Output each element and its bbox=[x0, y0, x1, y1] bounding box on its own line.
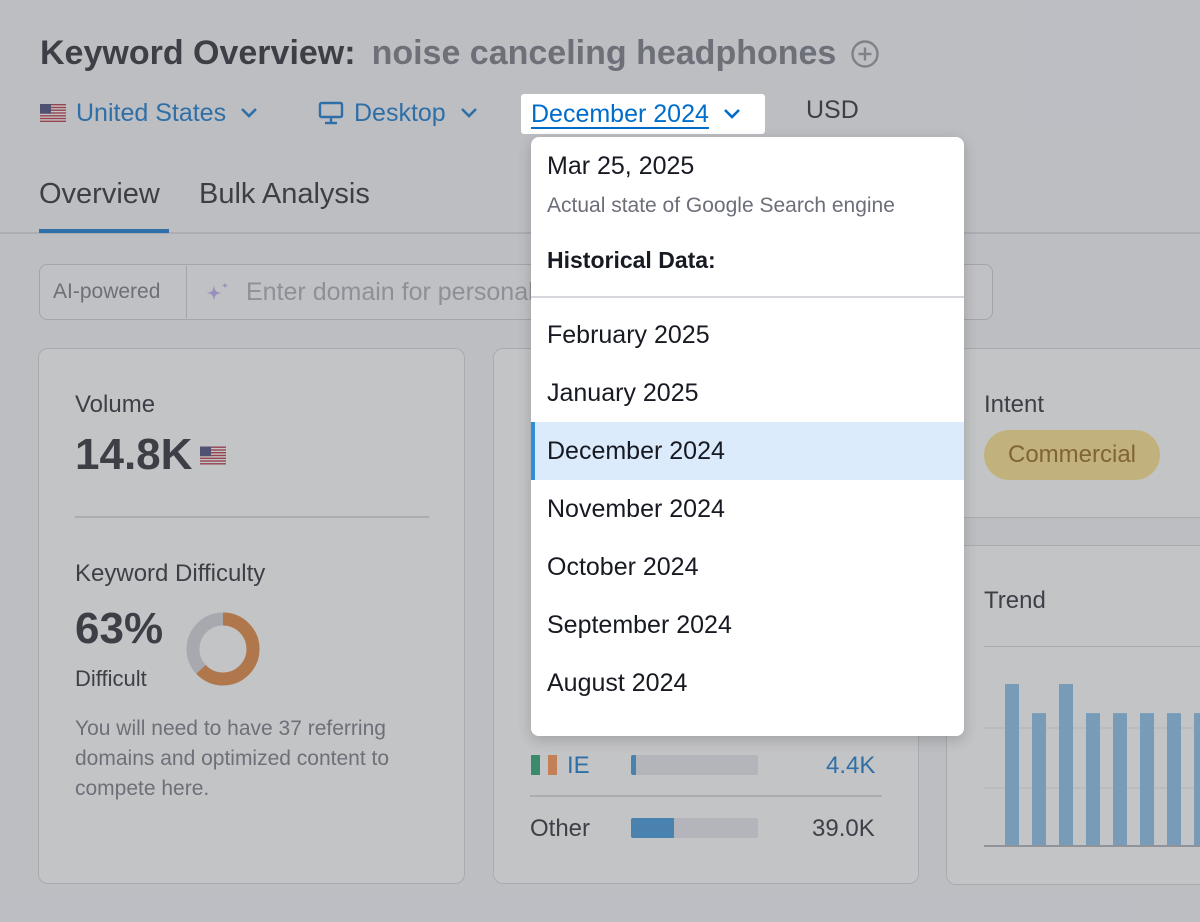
historical-date-list: February 2025 January 2025 December 2024… bbox=[531, 306, 964, 736]
page-title: Keyword Overview: bbox=[40, 34, 356, 72]
ai-divider bbox=[186, 266, 187, 318]
intent-badge: Commercial bbox=[984, 430, 1160, 480]
country-bar-fill bbox=[631, 755, 637, 775]
trend-gridline bbox=[984, 646, 1200, 647]
date-option[interactable]: August 2024 bbox=[547, 668, 688, 697]
trend-bar bbox=[1032, 713, 1046, 846]
trend-label: Trend bbox=[984, 587, 1046, 614]
trend-chart bbox=[984, 684, 1200, 847]
card-divider bbox=[530, 795, 882, 797]
us-flag-icon bbox=[40, 104, 66, 122]
date-option[interactable]: November 2024 bbox=[547, 494, 725, 523]
dropdown-divider bbox=[531, 296, 964, 298]
trend-bar bbox=[1113, 713, 1127, 846]
keyword-difficulty-value: 63% bbox=[75, 604, 164, 653]
date-label: December 2024 bbox=[531, 99, 709, 128]
country-value-other: 39.0K bbox=[812, 815, 875, 842]
keyword-difficulty-label: Keyword Difficulty bbox=[75, 560, 266, 587]
currency-label: USD bbox=[806, 96, 859, 124]
trend-bar bbox=[1086, 713, 1100, 846]
country-bar-ie bbox=[631, 755, 758, 775]
country-code-other: Other bbox=[530, 815, 591, 842]
card-divider bbox=[75, 516, 429, 518]
country-bar-fill bbox=[631, 818, 675, 838]
keyword-title: noise canceling headphones bbox=[371, 34, 837, 72]
volume-label: Volume bbox=[75, 391, 156, 418]
intent-label: Intent bbox=[984, 391, 1045, 418]
country-label: United States bbox=[76, 98, 227, 127]
volume-value: 14.8K bbox=[75, 430, 193, 479]
chevron-down-icon bbox=[460, 108, 477, 118]
date-option[interactable]: December 2024 bbox=[531, 422, 964, 480]
current-date-description: Actual state of Google Search engine bbox=[547, 194, 895, 217]
desktop-icon bbox=[318, 101, 344, 125]
chevron-down-icon bbox=[723, 109, 740, 119]
date-option[interactable]: September 2024 bbox=[547, 610, 732, 639]
date-filter[interactable]: December 2024 bbox=[521, 94, 765, 134]
difficulty-donut bbox=[186, 612, 260, 686]
trend-bar bbox=[1140, 713, 1154, 846]
country-code-ie[interactable]: IE bbox=[567, 752, 590, 779]
ai-powered-label: AI-powered bbox=[53, 280, 161, 303]
country-bar-other bbox=[631, 818, 758, 838]
tab-bulk-analysis[interactable]: Bulk Analysis bbox=[199, 178, 370, 210]
chevron-down-icon bbox=[241, 108, 258, 118]
device-label: Desktop bbox=[354, 98, 446, 127]
date-option[interactable]: February 2025 bbox=[547, 320, 710, 349]
difficulty-description: You will need to have 37 referring domai… bbox=[75, 717, 390, 800]
trend-bar bbox=[1167, 713, 1181, 846]
us-flag-icon bbox=[200, 446, 226, 465]
ireland-flag-icon bbox=[531, 755, 558, 775]
tab-overview[interactable]: Overview bbox=[39, 178, 160, 210]
difficulty-arc bbox=[186, 612, 260, 686]
page-header: Keyword Overview: noise canceling headph… bbox=[40, 34, 880, 73]
current-date-option[interactable]: Mar 25, 2025 bbox=[547, 152, 695, 180]
plus-circle-icon[interactable] bbox=[850, 39, 880, 69]
date-option[interactable]: October 2024 bbox=[547, 552, 699, 581]
date-dropdown: Mar 25, 2025 Actual state of Google Sear… bbox=[531, 137, 964, 736]
device-filter[interactable]: Desktop bbox=[318, 96, 478, 130]
trend-bar bbox=[1005, 684, 1019, 846]
country-value-ie[interactable]: 4.4K bbox=[826, 752, 876, 779]
dropdown-scroll-fade bbox=[531, 722, 964, 736]
active-tab-indicator bbox=[39, 229, 169, 233]
date-option[interactable]: January 2025 bbox=[547, 378, 699, 407]
country-filter[interactable]: United States bbox=[40, 96, 258, 130]
historical-data-heading: Historical Data: bbox=[547, 247, 716, 273]
trend-bar bbox=[1194, 713, 1200, 846]
trend-bar bbox=[1059, 684, 1073, 846]
volume-card bbox=[38, 348, 465, 884]
difficulty-level: Difficult bbox=[75, 666, 147, 691]
